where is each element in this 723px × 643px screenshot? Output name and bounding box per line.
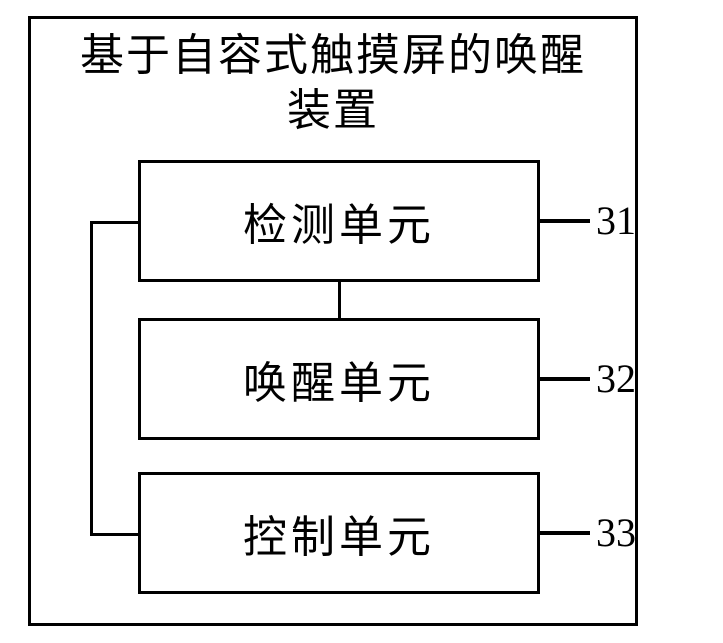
lead-line-32 [540, 377, 590, 381]
lead-line-31 [540, 219, 590, 223]
lead-line-33 [540, 531, 590, 535]
title-line2: 装置 [287, 86, 379, 135]
title-line1: 基于自容式触摸屏的唤醒 [80, 31, 586, 80]
connector-left-bottom [90, 533, 138, 536]
ref-label-33: 33 [596, 509, 636, 556]
unit-detect-label: 检测单元 [243, 189, 435, 253]
connector-left-vertical [90, 221, 93, 536]
unit-wake-label: 唤醒单元 [243, 347, 435, 411]
unit-wake: 唤醒单元 [138, 318, 540, 440]
connector-left-top [90, 221, 138, 224]
unit-control: 控制单元 [138, 472, 540, 594]
connector-detect-wake [338, 282, 341, 318]
device-title: 基于自容式触摸屏的唤醒 装置 [40, 28, 626, 138]
unit-control-label: 控制单元 [243, 501, 435, 565]
ref-label-31: 31 [596, 197, 636, 244]
unit-detect: 检测单元 [138, 160, 540, 282]
ref-label-32: 32 [596, 355, 636, 402]
